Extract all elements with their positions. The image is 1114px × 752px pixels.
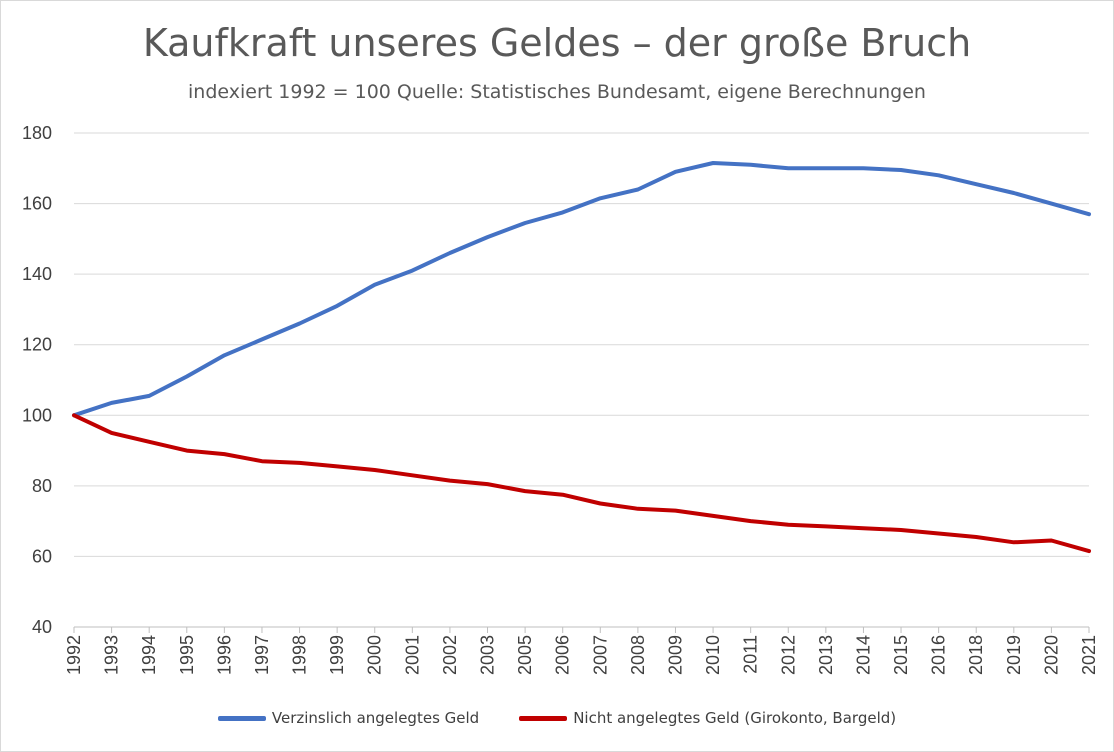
legend-label-series-2: Nicht angelegtes Geld (Girokonto, Bargel… [573, 709, 897, 727]
x-tick-label: 2019 [1004, 635, 1024, 675]
x-tick-label: 2001 [402, 635, 422, 675]
legend-item-series-2: Nicht angelegtes Geld (Girokonto, Bargel… [519, 709, 896, 727]
y-tick-label: 100 [22, 405, 52, 425]
x-tick-label: 1999 [327, 635, 347, 675]
x-tick-label: 1992 [64, 635, 84, 675]
legend-swatch-series-2 [519, 715, 568, 721]
x-tick-label: 2012 [778, 635, 798, 675]
series-line-1 [72, 161, 1091, 418]
x-tick-label: 2000 [365, 635, 385, 675]
x-tick-label: 2005 [515, 635, 535, 675]
y-tick-label: 60 [32, 546, 52, 566]
x-tick-label: 2010 [703, 635, 723, 675]
x-tick-label: 1997 [252, 635, 272, 675]
y-tick-label: 140 [22, 264, 52, 284]
x-tick-label: 2013 [816, 635, 836, 675]
y-tick-label: 180 [22, 123, 52, 143]
x-tick-label: 1993 [102, 635, 122, 675]
x-tick-label: 2007 [590, 635, 610, 675]
x-tick-label: 2014 [853, 635, 873, 675]
legend: Verzinslich angelegtes Geld Nicht angele… [1, 709, 1113, 727]
y-tick-label: 160 [22, 194, 52, 214]
x-tick-label: 1994 [139, 635, 159, 675]
y-tick-label: 40 [32, 617, 52, 637]
x-tick-label: 2003 [478, 635, 498, 675]
chart-subtitle: indexiert 1992 = 100 Quelle: Statistisch… [188, 81, 926, 103]
x-tick-label: 2016 [929, 635, 949, 675]
legend-label-series-1: Verzinslich angelegtes Geld [271, 709, 480, 727]
x-tick-label: 1996 [214, 635, 234, 675]
x-tick-label: 2002 [440, 635, 460, 675]
x-tick-label: 2018 [966, 635, 986, 675]
x-tick-label: 2006 [553, 635, 573, 675]
x-tick-label: 1998 [290, 635, 310, 675]
x-tick-label: 2009 [665, 635, 685, 675]
x-tick-label: 2020 [1041, 635, 1061, 675]
legend-swatch-series-1 [217, 715, 266, 721]
legend-item-series-1: Verzinslich angelegtes Geld [217, 709, 480, 727]
series-line-2 [72, 413, 1091, 554]
line-chart: 40 60 80 100 120 140 160 180 1992 1993 1994 1995 199… [22, 123, 1099, 675]
x-tick-label: 2008 [628, 635, 648, 675]
chart-title: Kaufkraft unseres Geldes – der große Bru… [142, 21, 972, 65]
y-tick-label: 120 [22, 335, 52, 355]
x-tick-label: 2015 [891, 635, 911, 675]
x-tick-label: 2021 [1079, 635, 1099, 675]
x-tick-label: 2011 [741, 635, 761, 674]
y-tick-label: 80 [32, 476, 52, 496]
x-tick-label: 1995 [177, 635, 197, 675]
